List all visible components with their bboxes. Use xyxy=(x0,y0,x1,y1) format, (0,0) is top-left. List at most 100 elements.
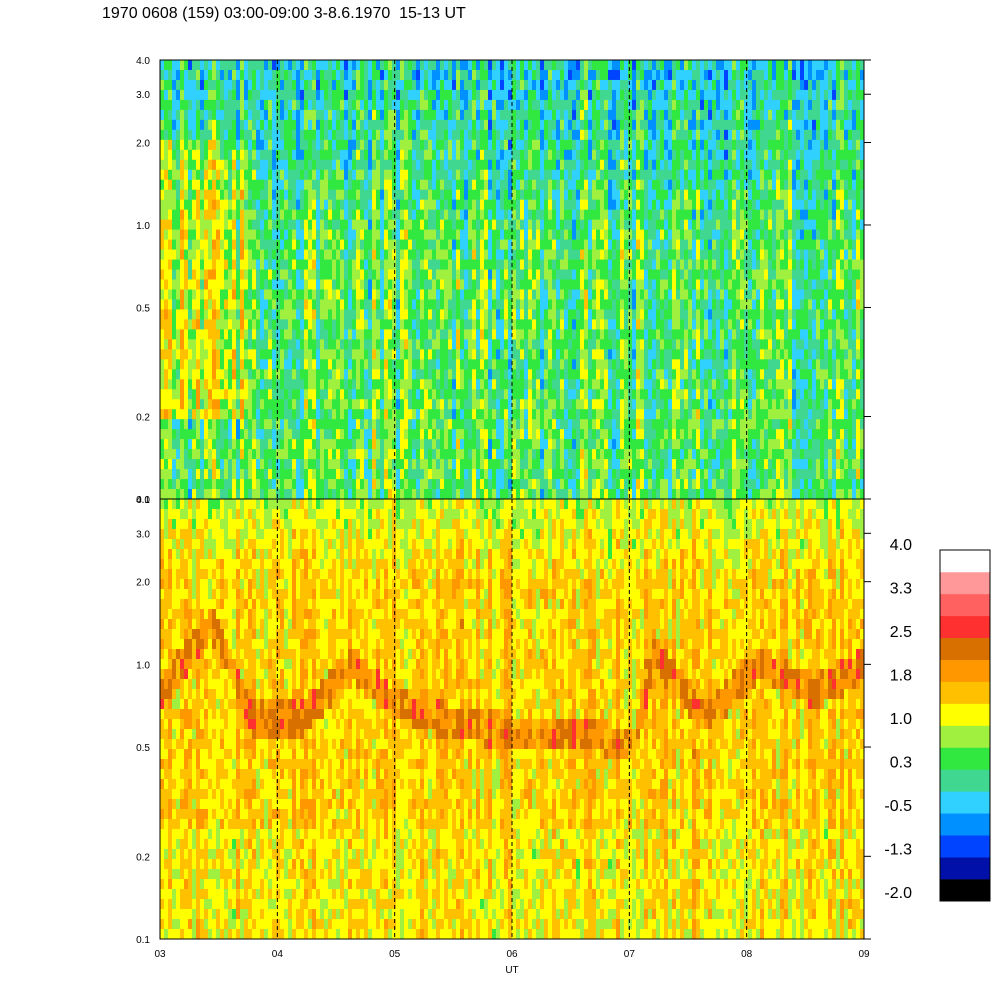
spectrogram-cell xyxy=(572,60,577,71)
spectrogram-cell xyxy=(232,429,237,440)
spectrogram-cell xyxy=(424,259,429,270)
spectrogram-cell xyxy=(568,139,573,151)
spectrogram-cell xyxy=(608,279,613,290)
spectrogram-cell xyxy=(608,359,613,370)
spectrogram-cell xyxy=(376,439,381,450)
spectrogram-cell xyxy=(472,109,477,121)
spectrogram-cell xyxy=(196,189,201,201)
spectrogram-cell xyxy=(380,259,385,270)
spectrogram-cell xyxy=(516,369,521,380)
spectrogram-cell xyxy=(428,309,433,320)
spectrogram-cell xyxy=(512,449,517,460)
spectrogram-cell xyxy=(272,479,277,490)
spectrogram-cell xyxy=(280,319,285,330)
spectrogram-cell xyxy=(516,199,521,211)
spectrogram-cell xyxy=(316,89,321,101)
spectrogram-cell xyxy=(212,79,217,91)
spectrogram-cell xyxy=(184,109,189,121)
spectrogram-cell xyxy=(244,369,249,380)
spectrogram-cell xyxy=(584,349,589,360)
spectrogram-cell xyxy=(544,269,549,280)
spectrogram-cell xyxy=(236,459,241,470)
spectrogram-cell xyxy=(424,109,429,121)
spectrogram-cell xyxy=(524,169,529,181)
spectrogram-cell xyxy=(208,199,213,211)
spectrogram-cell xyxy=(448,439,453,450)
spectrogram-cell xyxy=(364,399,369,410)
spectrogram-cell xyxy=(372,369,377,380)
spectrogram-cell xyxy=(296,329,301,340)
spectrogram-cell xyxy=(568,329,573,340)
spectrogram-cell xyxy=(568,229,573,240)
spectrogram-cell xyxy=(516,329,521,340)
spectrogram-cell xyxy=(236,489,241,500)
spectrogram-cell xyxy=(388,89,393,101)
spectrogram-cell xyxy=(540,419,545,430)
spectrogram-cell xyxy=(188,399,193,410)
spectrogram-cell xyxy=(384,409,389,420)
spectrogram-cell xyxy=(576,129,581,141)
spectrogram-cell xyxy=(280,449,285,460)
spectrogram-cell xyxy=(556,99,561,111)
spectrogram-cell xyxy=(220,229,225,240)
spectrogram-cell xyxy=(600,409,605,420)
spectrogram-cell xyxy=(272,309,277,320)
spectrogram-cell xyxy=(276,119,281,131)
spectrogram-cell xyxy=(436,219,441,231)
spectrogram-cell xyxy=(192,269,197,280)
spectrogram-cell xyxy=(164,369,169,380)
spectrogram-cell xyxy=(204,179,209,191)
spectrogram-cell xyxy=(536,99,541,111)
spectrogram-cell xyxy=(344,169,349,181)
spectrogram-cell xyxy=(416,389,421,400)
spectrogram-cell xyxy=(568,179,573,191)
spectrogram-cell xyxy=(600,60,605,71)
spectrogram-cell xyxy=(320,349,325,360)
spectrogram-cell xyxy=(188,119,193,131)
spectrogram-cell xyxy=(520,179,525,191)
spectrogram-cell xyxy=(408,369,413,380)
spectrogram-cell xyxy=(396,179,401,191)
spectrogram-cell xyxy=(184,199,189,211)
spectrogram-cell xyxy=(212,249,217,260)
spectrogram-cell xyxy=(232,479,237,490)
spectrogram-cell xyxy=(524,229,529,240)
spectrogram-cell xyxy=(300,159,305,171)
spectrogram-cell xyxy=(540,60,545,71)
spectrogram-cell xyxy=(168,319,173,330)
spectrogram-cell xyxy=(428,189,433,201)
spectrogram-cell xyxy=(364,159,369,171)
spectrogram-cell xyxy=(268,309,273,320)
spectrogram-cell xyxy=(428,369,433,380)
spectrogram-cell xyxy=(548,259,553,270)
spectrogram-cell xyxy=(320,419,325,430)
spectrogram-cell xyxy=(468,109,473,121)
spectrogram-cell xyxy=(288,429,293,440)
spectrogram-cell xyxy=(348,449,353,460)
spectrogram-cell xyxy=(500,349,505,360)
spectrogram-cell xyxy=(316,79,321,91)
spectrogram-cell xyxy=(424,79,429,91)
spectrogram-cell xyxy=(448,99,453,111)
spectrogram-cell xyxy=(248,299,253,310)
spectrogram-cell xyxy=(452,199,457,211)
spectrogram-cell xyxy=(392,389,397,400)
spectrogram-cell xyxy=(232,489,237,500)
spectrogram-cell xyxy=(496,139,501,151)
spectrogram-cell xyxy=(180,249,185,260)
spectrogram-cell xyxy=(220,309,225,320)
spectrogram-cell xyxy=(212,259,217,270)
spectrogram-cell xyxy=(400,159,405,171)
spectrogram-cell xyxy=(200,60,205,71)
spectrogram-cell xyxy=(208,99,213,111)
spectrogram-cell xyxy=(356,419,361,430)
spectrogram-cell xyxy=(408,399,413,410)
spectrogram-cell xyxy=(440,439,445,450)
spectrogram-cell xyxy=(384,289,389,300)
spectrogram-cell xyxy=(560,449,565,460)
spectrogram-cell xyxy=(604,139,609,151)
spectrogram-cell xyxy=(556,149,561,161)
spectrogram-cell xyxy=(324,289,329,300)
spectrogram-cell xyxy=(444,489,449,500)
spectrogram-cell xyxy=(244,389,249,400)
